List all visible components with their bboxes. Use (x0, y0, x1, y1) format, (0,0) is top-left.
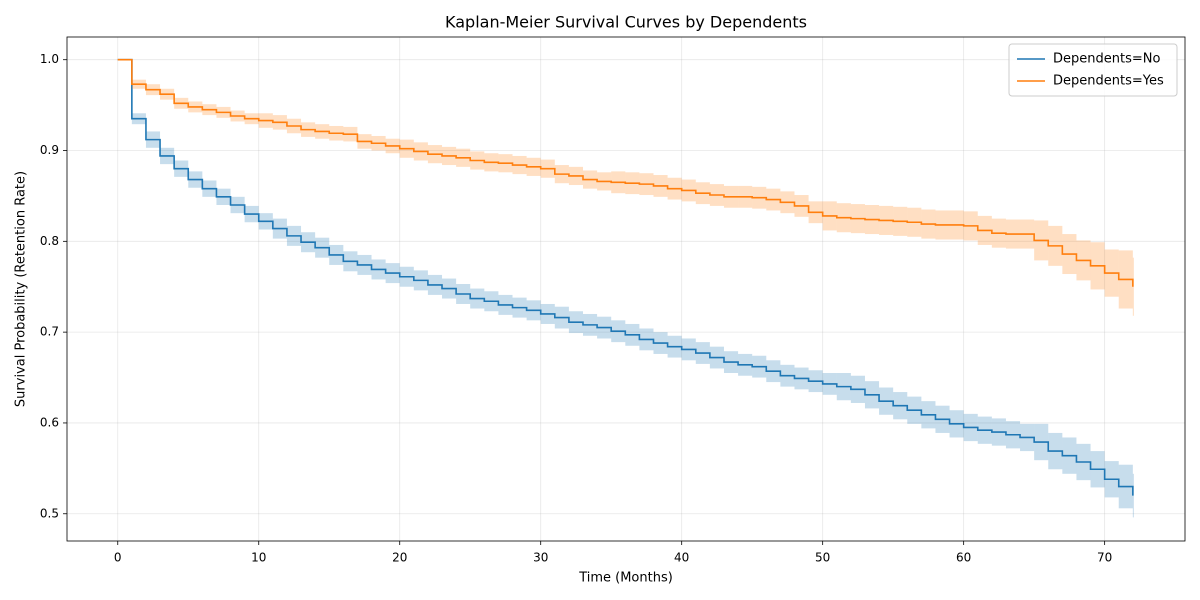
y-tick-label: 0.7 (40, 325, 59, 339)
chart-title: Kaplan-Meier Survival Curves by Dependen… (445, 13, 807, 32)
y-tick-label: 0.5 (40, 506, 59, 520)
survival-line (117, 58, 1134, 496)
y-axis-label: Survival Probability (Retention Rate) (14, 171, 29, 407)
survival-line (117, 58, 1134, 287)
plot-frame (66, 36, 1186, 542)
x-tick-label: 20 (392, 551, 407, 565)
y-tick-label: 0.8 (40, 234, 59, 248)
y-tick-label: 0.6 (40, 415, 59, 429)
legend-box (1008, 43, 1178, 97)
x-tick-label: 10 (251, 551, 266, 565)
y-tick-label: 1.0 (40, 52, 59, 66)
legend-label: Dependents=No (1053, 52, 1160, 67)
x-tick-label: 60 (956, 551, 971, 565)
legend: Dependents=No Dependents=Yes (1008, 43, 1178, 97)
legend-label: Dependents=Yes (1053, 74, 1164, 89)
x-tick-label: 70 (1097, 551, 1112, 565)
x-tick-label: 30 (533, 551, 548, 565)
x-tick-label: 0 (114, 551, 122, 565)
x-tick-label: 50 (815, 551, 830, 565)
x-tick-label: 40 (674, 551, 689, 565)
y-tick-label: 0.9 (40, 143, 59, 157)
x-axis-label: Time (Months) (578, 571, 673, 586)
